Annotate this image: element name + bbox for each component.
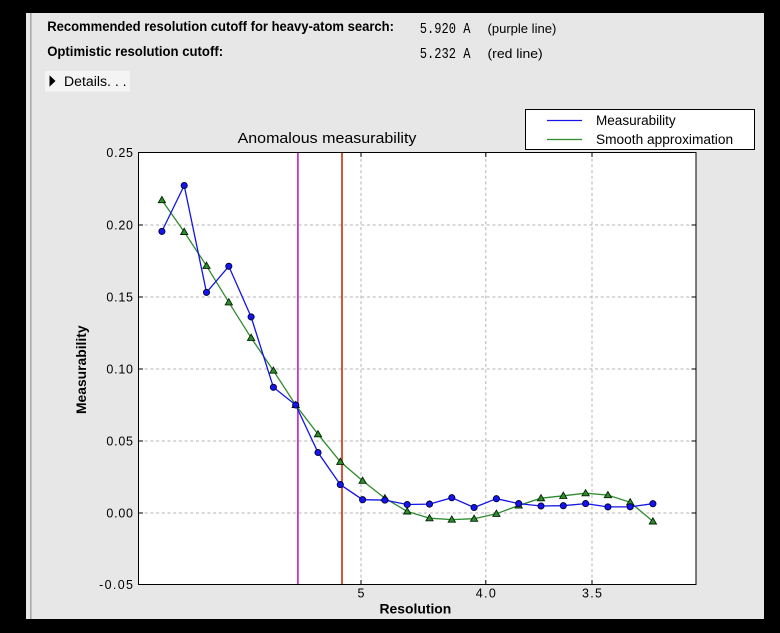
svg-text:Anomalous measurability: Anomalous measurability [238, 130, 417, 147]
svg-text:Optimistic resolution cutoff:: Optimistic resolution cutoff: [47, 44, 223, 59]
svg-text:0.15: 0.15 [106, 290, 133, 304]
svg-text:0.25: 0.25 [106, 146, 133, 160]
svg-text:(red line): (red line) [488, 47, 543, 61]
svg-text:Smooth approximation: Smooth approximation [596, 132, 733, 147]
svg-text:5: 5 [358, 587, 365, 601]
svg-text:0.00: 0.00 [106, 506, 133, 520]
svg-text:Measurability: Measurability [73, 325, 89, 414]
svg-text:-0.05: -0.05 [99, 578, 133, 592]
svg-text:Details. . .: Details. . . [64, 74, 127, 89]
svg-text:0.05: 0.05 [106, 434, 133, 448]
svg-text:(purple line): (purple line) [488, 22, 557, 36]
svg-text:Measurability: Measurability [596, 113, 676, 128]
svg-text:3.5: 3.5 [582, 587, 602, 601]
svg-text:4.0: 4.0 [476, 587, 496, 601]
svg-text:5.232 A: 5.232 A [420, 47, 471, 63]
svg-text:0.20: 0.20 [106, 218, 133, 232]
svg-text:Resolution: Resolution [380, 601, 452, 617]
svg-text:0.10: 0.10 [106, 362, 133, 376]
svg-text:Recommended resolution cutoff: Recommended resolution cutoff for heavy-… [47, 19, 394, 34]
svg-text:5.920 A: 5.920 A [420, 22, 471, 38]
